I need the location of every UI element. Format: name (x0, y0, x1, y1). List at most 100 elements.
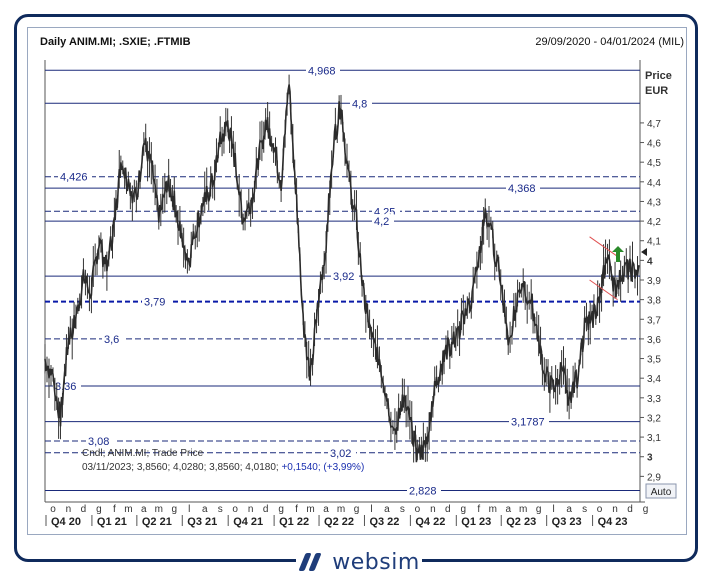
price-axis: 2,9 3 3,1 3,2 3,3 3,4 3,5 3,6 3,7 3,8 3,9 4 4,1 4,2 4,… (640, 119, 661, 483)
level-label: 4,426 (60, 172, 88, 184)
month-tick-label: a (566, 504, 572, 515)
quarter-label: Q1 22 (279, 516, 309, 528)
quarter-label: Q2 23 (506, 516, 536, 528)
month-tick-label: m (306, 504, 314, 515)
month-tick-label: g (536, 504, 542, 515)
month-tick-label: f (477, 504, 480, 515)
level-label: 4,968 (308, 65, 336, 77)
month-tick-label: d (627, 504, 633, 515)
quarter-label: Q4 20 (51, 516, 81, 528)
level-label: 3,36 (55, 381, 76, 393)
quarter-label: Q3 23 (552, 516, 582, 528)
month-tick-label: o (415, 504, 421, 515)
month-tick-label: f (113, 504, 116, 515)
level-label: 3,6 (104, 334, 119, 346)
month-tick-label: l (370, 504, 372, 515)
date-range: 29/09/2020 - 04/01/2024 (MIL) (535, 36, 684, 48)
info-line-2: 03/11/2023; 3,8560; 4,0280; 3,8560; 4,01… (82, 462, 364, 473)
level-label: 3,02 (330, 448, 351, 460)
y-tick-label: 4,3 (647, 197, 661, 208)
month-tick-label: n (612, 504, 618, 515)
month-tick-label: a (384, 504, 390, 515)
month-tick-label: g (643, 504, 649, 515)
websim-logo-icon (298, 551, 328, 573)
month-tick-label: g (461, 504, 467, 515)
level-label-bg (509, 414, 549, 427)
up-arrow-icon (612, 246, 624, 262)
month-tick-label: s (582, 504, 587, 515)
y-tick-label: 3,4 (647, 374, 661, 385)
price-line (44, 84, 640, 463)
month-tick-label: o (50, 504, 56, 515)
month-tick-label: m (519, 504, 527, 515)
level-label-bg (372, 204, 400, 217)
y-tick-label: 3,2 (647, 413, 661, 424)
quarter-label: Q4 23 (598, 516, 628, 528)
month-tick-label: m (337, 504, 345, 515)
quarter-label: Q3 22 (369, 516, 399, 528)
level-label-bg (58, 169, 92, 182)
month-tick-label: l (553, 504, 555, 515)
y-tick-label: 3,7 (647, 315, 661, 326)
month-tick-label: o (232, 504, 238, 515)
month-tick-label: g (278, 504, 284, 515)
y-tick-label: 2,9 (647, 472, 661, 483)
level-label-bg (350, 96, 372, 109)
level-label: 2,828 (409, 486, 437, 498)
y-tick-label: 3,6 (647, 335, 661, 346)
quarter-label: Q4 21 (233, 516, 263, 528)
level-label: 4,8 (352, 98, 367, 110)
level-label-bg (306, 63, 340, 76)
quarter-label: Q2 22 (324, 516, 354, 528)
month-tick-label: s (218, 504, 223, 515)
month-tick-label: f (295, 504, 298, 515)
y-tick-label: 3,3 (647, 394, 661, 405)
footer: websim (0, 548, 718, 578)
y-tick-label: 3,1 (647, 433, 661, 444)
price-series (44, 74, 640, 463)
y-tick-label: 3,5 (647, 355, 661, 366)
level-label: 4,368 (508, 183, 536, 195)
last-price-marker (641, 248, 647, 256)
level-label-bg (506, 181, 540, 194)
level-label-bg (142, 294, 170, 307)
month-tick-label: s (400, 504, 405, 515)
month-tick-label: n (66, 504, 72, 515)
websim-logo[interactable]: websim (296, 548, 422, 576)
y-tick-label: 4,1 (647, 237, 661, 248)
month-tick-label: a (505, 504, 511, 515)
month-tick-label: m (155, 504, 163, 515)
level-label-bg (86, 434, 114, 447)
level-label-bg (328, 445, 356, 458)
month-tick-label: d (445, 504, 451, 515)
y-tick-label: 4,2 (647, 217, 661, 228)
level-label: 3,08 (88, 436, 109, 448)
month-tick-label: m (489, 504, 497, 515)
auto-scale-button[interactable] (645, 483, 677, 499)
month-tick-label: m (124, 504, 132, 515)
quarter-label: Q1 21 (97, 516, 127, 528)
wedge-upper-line (589, 236, 618, 257)
currency-label: EUR (645, 85, 668, 97)
price-axis-title: Price (645, 70, 672, 82)
info-line-1: Cndl; ANIM.MI; Trade Price (82, 448, 204, 459)
level-label: 3,92 (333, 271, 354, 283)
quarter-label: Q3 21 (187, 516, 217, 528)
level-label: 4,2 (374, 216, 389, 228)
month-tick-label: n (248, 504, 254, 515)
month-tick-label: a (202, 504, 208, 515)
month-tick-label: n (430, 504, 436, 515)
level-lines: 4,9684,84,4264,3684,254,23,923,793,63,36… (44, 60, 645, 503)
level-label: 3,79 (144, 297, 165, 309)
level-label-bg (53, 379, 81, 392)
month-tick-label: d (81, 504, 87, 515)
month-tick-label: a (141, 504, 147, 515)
y-tick-label: 4,6 (647, 139, 661, 150)
quarter-label: Q1 23 (461, 516, 491, 528)
level-label-bg (372, 214, 394, 227)
y-tick-label: 4,4 (647, 178, 661, 189)
month-tick-label: o (597, 504, 603, 515)
chart-title: Daily ANIM.MI; .SXIE; .FTMIB (40, 36, 191, 48)
